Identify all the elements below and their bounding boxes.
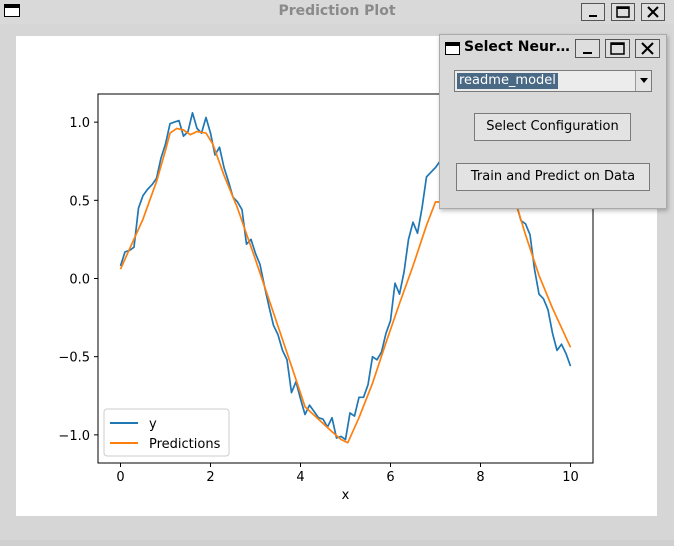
legend-box (103, 408, 230, 457)
maximize-icon (616, 6, 630, 18)
select-configuration-button[interactable]: Select Configuration (474, 113, 631, 141)
x-tick-label: 2 (206, 470, 214, 485)
dialog-maximize-button[interactable] (605, 39, 630, 58)
dialog-minimize-button[interactable] (575, 39, 600, 58)
legend-label-y: y (149, 417, 157, 432)
series-line-predictions (119, 127, 572, 444)
legend-label-predictions: Predictions (149, 437, 221, 452)
dialog-titlebar[interactable]: Select Neur… (440, 35, 666, 61)
model-select-value[interactable]: readme_model (457, 73, 558, 89)
train-predict-button[interactable]: Train and Predict on Data (456, 163, 650, 191)
dialog-window-icon[interactable] (445, 42, 460, 55)
y-tick-label: 1.0 (69, 116, 90, 131)
prediction-chart: 0 2 4 6 8 10 −1.0 −0.5 0.0 0.5 1.0 x y Predictions (58, 93, 594, 503)
series-line-y (119, 111, 572, 441)
minimize-icon (589, 15, 597, 17)
select-network-dialog: Select Neur… readme_model Select Configu… (439, 34, 667, 209)
close-icon (641, 42, 654, 55)
close-icon (647, 6, 659, 18)
x-tick-label: 10 (562, 470, 579, 485)
maximize-button[interactable] (611, 3, 635, 21)
chevron-down-icon (640, 78, 648, 83)
y-tick-label: 0.0 (69, 273, 90, 288)
window-bottom-strip (0, 540, 674, 546)
minimize-button[interactable] (581, 3, 605, 21)
model-select-combobox[interactable]: readme_model (454, 70, 652, 92)
x-tick-label: 8 (476, 470, 484, 485)
y-tick-label: 0.5 (69, 194, 90, 209)
x-axis-label: x (342, 488, 350, 503)
close-button[interactable] (641, 3, 665, 21)
window-titlebar[interactable]: Prediction Plot (0, 0, 674, 24)
minimize-icon (583, 52, 592, 54)
x-tick-label: 0 (116, 470, 124, 485)
y-tick-label: −1.0 (58, 429, 90, 444)
dialog-title: Select Neur… (464, 39, 570, 55)
y-tick-label: −0.5 (58, 351, 90, 366)
window-icon[interactable] (4, 4, 20, 17)
maximize-icon (610, 42, 625, 55)
x-tick-label: 6 (386, 470, 394, 485)
window-title: Prediction Plot (278, 3, 396, 19)
dialog-close-button[interactable] (635, 39, 660, 58)
x-tick-label: 4 (296, 470, 304, 485)
combobox-dropdown-button[interactable] (635, 71, 651, 91)
